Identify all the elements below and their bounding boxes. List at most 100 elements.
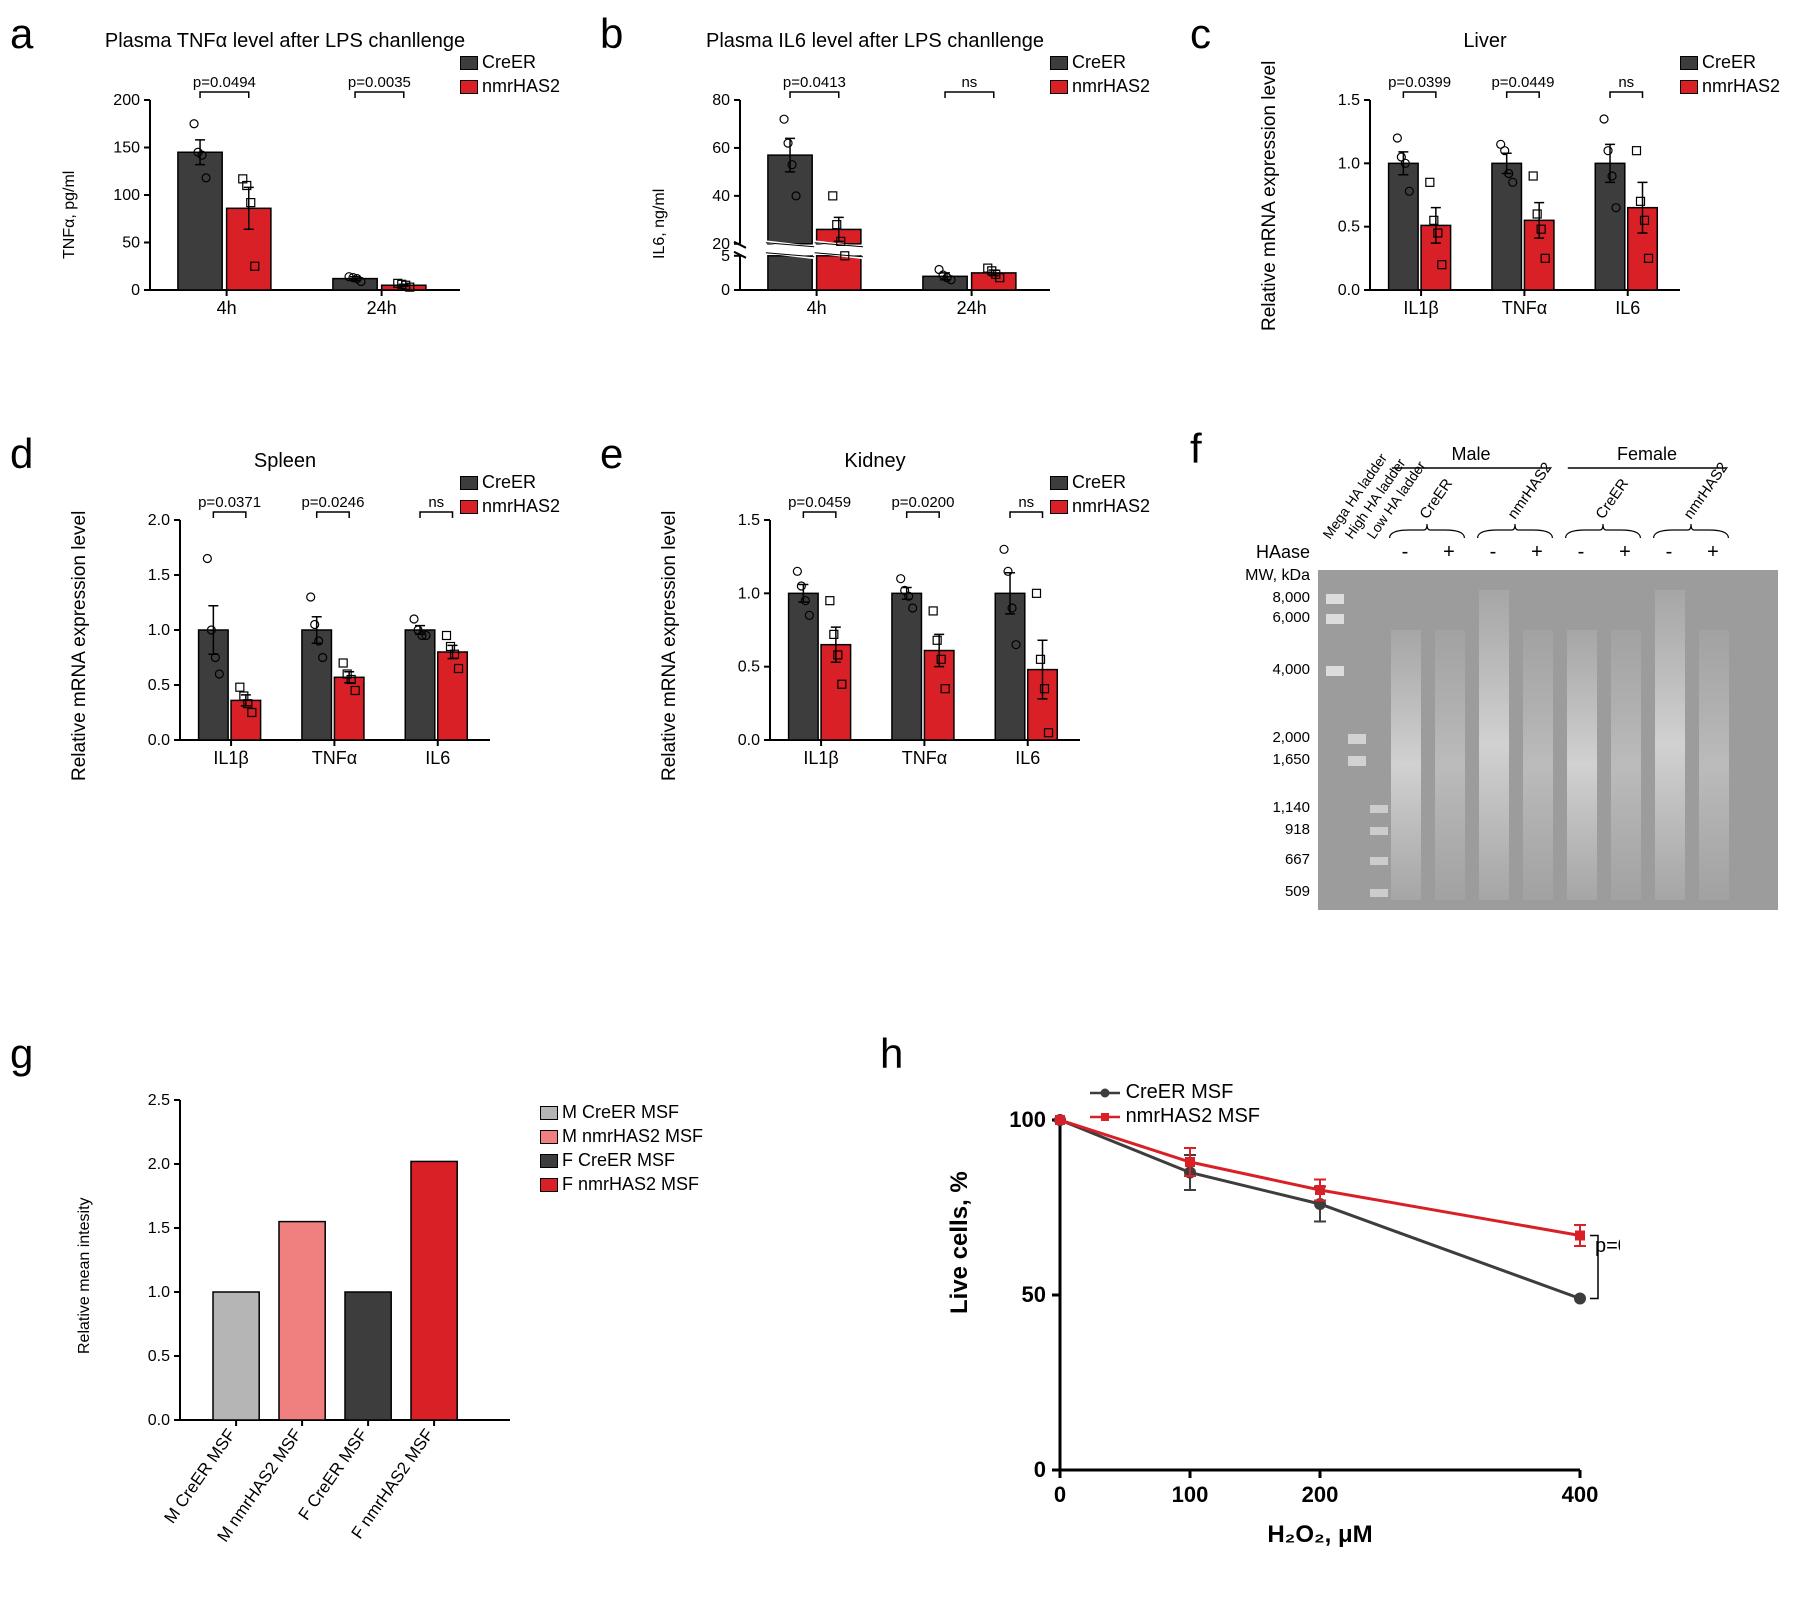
svg-text:200: 200 [113, 92, 140, 109]
panel-f-gel: Mega HA ladderHigh HA ladderLow HA ladde… [1240, 430, 1800, 940]
legend-item: M nmrHAS2 MSF [540, 1124, 703, 1148]
svg-text:TNFα: TNFα [312, 748, 357, 768]
panel-d-chart: 0.0 0.5 1.0 1.5 2.0 IL1β TNFα IL6 p=0.0371 p=0.02… [130, 480, 580, 870]
svg-text:MW, kDa: MW, kDa [1245, 567, 1310, 584]
svg-text:50: 50 [1022, 1282, 1046, 1307]
legend-item: F CreER MSF [540, 1148, 703, 1172]
svg-text:Female: Female [1617, 444, 1677, 464]
panel-b-ylabel: IL6, ng/ml [651, 99, 669, 259]
legend-nmrHAS2: nmrHAS2 [460, 74, 560, 98]
svg-text:+: + [1707, 541, 1719, 563]
panel-b-chart: 20406080054h24hp=0.0413ns [690, 60, 1140, 420]
svg-text:50: 50 [122, 235, 140, 252]
svg-text:100: 100 [113, 187, 140, 204]
legend-nmrHAS2-msf: nmrHAS2 MSF [1090, 1104, 1260, 1128]
panel-h-label: h [880, 1030, 903, 1078]
svg-text:1.5: 1.5 [148, 1220, 170, 1237]
svg-text:0: 0 [721, 282, 730, 299]
svg-text:1.5: 1.5 [148, 567, 170, 584]
svg-text:1,650: 1,650 [1272, 751, 1310, 768]
svg-text:M CreER MSF: M CreER MSF [160, 1425, 239, 1526]
svg-text:p=0.0246: p=0.0246 [301, 494, 364, 511]
svg-text:TNFα: TNFα [1502, 298, 1547, 318]
panel-g-chart: 0.00.51.01.52.02.5M CreER MSFM nmrHAS2 M… [130, 1080, 580, 1600]
svg-text:-: - [1490, 541, 1497, 563]
svg-text:1,140: 1,140 [1272, 799, 1310, 816]
svg-text:80: 80 [712, 92, 730, 109]
panel-g-label: g [10, 1030, 33, 1078]
svg-text:2.5: 2.5 [148, 1092, 170, 1109]
panel-h-ylabel: Live cells, % [946, 1154, 974, 1314]
svg-text:CreER: CreER [1416, 476, 1456, 523]
svg-text:-: - [1402, 541, 1409, 563]
svg-text:400: 400 [1562, 1482, 1599, 1507]
svg-text:CreER: CreER [1592, 476, 1632, 523]
panel-b: b Plasma IL6 level after LPS chanllenge … [590, 0, 1160, 370]
svg-text:p=0.0413: p=0.0413 [783, 74, 846, 91]
svg-text:p=0.0494: p=0.0494 [193, 74, 256, 91]
svg-text:0.0: 0.0 [148, 732, 170, 749]
panel-a: a Plasma TNFα level after LPS chanllenge… [0, 0, 570, 370]
svg-text:IL1β: IL1β [1403, 298, 1438, 318]
legend-creER-c: CreER [1680, 50, 1780, 74]
svg-text:2.0: 2.0 [148, 512, 170, 529]
svg-text:1.0: 1.0 [738, 585, 760, 602]
panel-e: e Kidney 0.00.51.01.5IL1βTNFαIL6p=0.0459… [590, 420, 1160, 820]
panel-d-legend: CreER nmrHAS2 [460, 470, 560, 518]
panel-g-legend: M CreER MSFM nmrHAS2 MSFF CreER MSFF nmr… [540, 1100, 703, 1196]
panel-a-chart: 0501001502004h24hp=0.0494p=0.0035 [100, 60, 550, 420]
svg-text:ns: ns [961, 74, 977, 91]
svg-text:p=0.0371: p=0.0371 [198, 494, 261, 511]
svg-text:0.5: 0.5 [148, 1348, 170, 1365]
legend-creER: CreER [460, 50, 560, 74]
svg-text:+: + [1443, 541, 1455, 563]
panel-e-legend: CreER nmrHAS2 [1050, 470, 1150, 518]
svg-text:ns: ns [1618, 74, 1634, 91]
panel-d-ylabel: Relative mRNA expression level [69, 481, 91, 781]
legend-item: M CreER MSF [540, 1100, 703, 1124]
svg-text:1.5: 1.5 [738, 512, 760, 529]
svg-text:p=0.0035: p=0.0035 [348, 74, 411, 91]
panel-a-legend: CreER nmrHAS2 [460, 50, 560, 98]
legend-nmrHAS2-d: nmrHAS2 [460, 494, 560, 518]
svg-text:IL6: IL6 [425, 748, 450, 768]
svg-text:4h: 4h [807, 298, 827, 318]
svg-text:1.0: 1.0 [148, 1284, 170, 1301]
legend-creER-msf: CreER MSF [1090, 1080, 1260, 1104]
svg-text:IL6: IL6 [1015, 748, 1040, 768]
svg-text:667: 667 [1285, 851, 1310, 868]
svg-text:IL1β: IL1β [213, 748, 248, 768]
svg-text:ns: ns [1018, 494, 1034, 511]
svg-text:IL6: IL6 [1615, 298, 1640, 318]
svg-text:2,000: 2,000 [1272, 729, 1310, 746]
svg-text:0.5: 0.5 [148, 677, 170, 694]
legend-item: F nmrHAS2 MSF [540, 1172, 703, 1196]
svg-text:+: + [1619, 541, 1631, 563]
svg-text:100: 100 [1009, 1107, 1046, 1132]
svg-text:Male: Male [1451, 444, 1490, 464]
panel-h-chart: 0501000100200400H₂O₂, μMp=0.00776 [1000, 1080, 1620, 1560]
svg-text:+: + [1531, 541, 1543, 563]
svg-text:8,000: 8,000 [1272, 589, 1310, 606]
svg-text:24h: 24h [367, 298, 397, 318]
svg-text:TNFα: TNFα [902, 748, 947, 768]
svg-text:6,000: 6,000 [1272, 609, 1310, 626]
svg-text:p=0.0399: p=0.0399 [1388, 74, 1451, 91]
svg-text:ns: ns [428, 494, 444, 511]
svg-text:40: 40 [712, 188, 730, 205]
panel-a-ylabel: TNFα, pg/ml [61, 99, 79, 259]
svg-text:0.0: 0.0 [738, 732, 760, 749]
legend-creER-b: CreER [1050, 50, 1150, 74]
panel-h-legend: CreER MSF nmrHAS2 MSF [1090, 1080, 1260, 1128]
panel-c-ylabel: Relative mRNA expression level [1259, 31, 1281, 331]
panel-g-ylabel: Relative mean intesity [76, 1104, 94, 1354]
panel-g: g 0.00.51.01.52.02.5M CreER MSFM nmrHAS2… [0, 1020, 800, 1600]
svg-text:p=0.0459: p=0.0459 [788, 494, 851, 511]
legend-creER-e: CreER [1050, 470, 1150, 494]
legend-nmrHAS2-e: nmrHAS2 [1050, 494, 1150, 518]
svg-text:1.0: 1.0 [148, 622, 170, 639]
svg-text:p=0.0449: p=0.0449 [1491, 74, 1554, 91]
svg-text:5: 5 [721, 248, 730, 265]
legend-creER-d: CreER [460, 470, 560, 494]
svg-text:F CreER MSF: F CreER MSF [295, 1425, 372, 1523]
